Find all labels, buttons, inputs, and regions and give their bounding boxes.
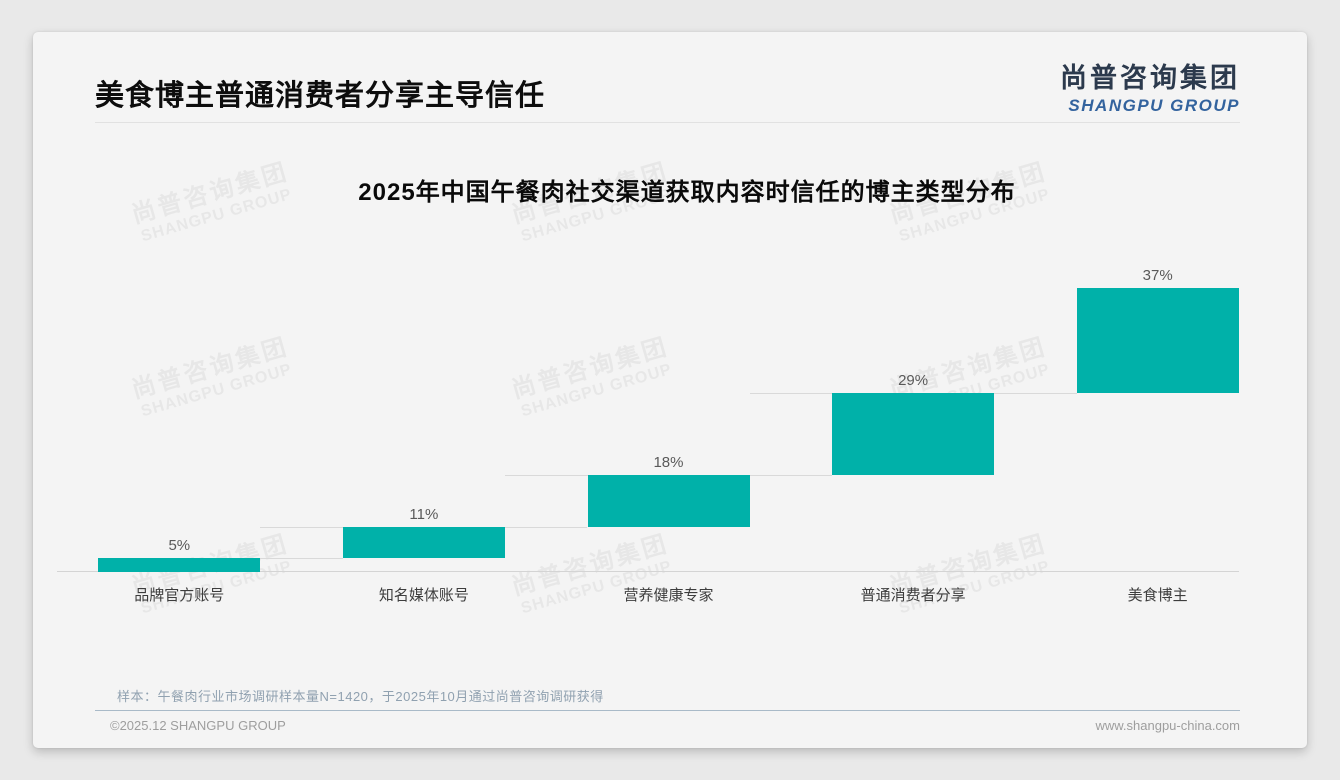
bar-value-label: 5% <box>168 536 191 554</box>
category-label: 知名媒体账号 <box>378 587 469 604</box>
category-label: 美食博主 <box>1127 587 1188 604</box>
logo-english-text: SHANGPU GROUP <box>1068 96 1240 115</box>
bar <box>98 557 261 572</box>
bar-value-label: 11% <box>409 505 439 523</box>
sample-note: 样本：午餐肉行业市场调研样本量N=1420，于2025年10月通过尚普咨询调研获… <box>117 689 604 704</box>
category-label: 营养健康专家 <box>623 587 714 604</box>
company-logo: 尚普咨询集团 SHANGPU GROUP <box>1060 56 1240 116</box>
bar-value-label: 29% <box>898 372 929 390</box>
bar <box>587 475 750 527</box>
waterfall-chart-plot: 5% 11% 18% 29% 37% <box>57 267 1280 572</box>
slide-card: 尚普咨询集团 SHANGPU GROUP 尚普咨询集团 SHANGPU GROUP 尚普… <box>33 32 1307 748</box>
footer-divider <box>95 710 1240 711</box>
category-label: 普通消费者分享 <box>860 587 966 604</box>
category-label: 品牌官方账号 <box>134 587 225 604</box>
logo-chinese-text: 尚普咨询集团 <box>1060 63 1240 93</box>
bar <box>832 393 995 476</box>
title-divider <box>95 122 1240 123</box>
category-axis-labels: 品牌官方账号 知名媒体账号 营养健康专家 普通消费者分享 美食博主 <box>57 584 1280 606</box>
bar-value-label: 18% <box>653 454 684 472</box>
footer-copyright: ©2025.12 SHANGPU GROUP <box>110 718 286 733</box>
bar-value-label: 37% <box>1142 267 1173 284</box>
footer-website: www.shangpu-china.com <box>1095 718 1240 733</box>
chart-title: 2025年中国午餐肉社交渠道获取内容时信任的博主类型分布 <box>358 179 1016 206</box>
x-axis-line <box>57 571 1239 572</box>
page-title: 美食博主普通消费者分享主导信任 <box>95 80 546 112</box>
bar <box>1076 288 1239 394</box>
bar <box>342 526 505 558</box>
